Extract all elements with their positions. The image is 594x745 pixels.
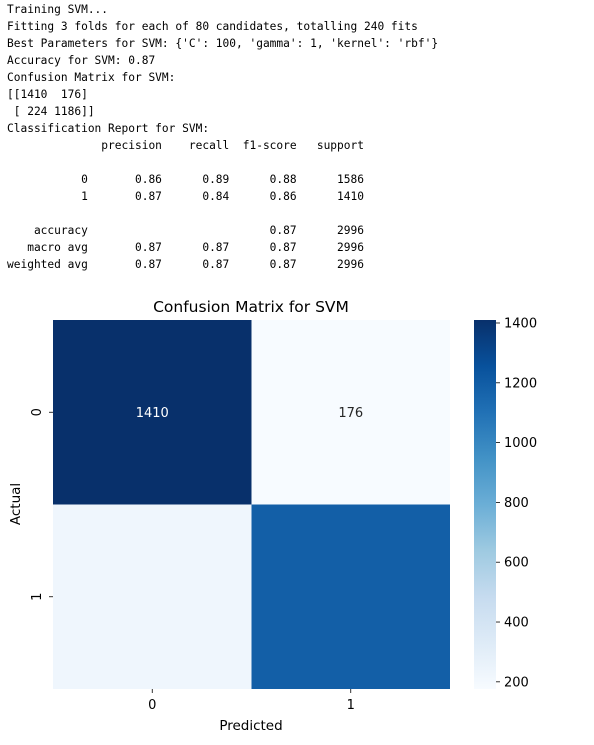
heatmap-cell-0-1 xyxy=(251,320,450,505)
x-tick-label: 0 xyxy=(148,698,156,713)
console-line: 1 0.87 0.84 0.86 1410 xyxy=(7,190,364,203)
console-line: precision recall f1-score support xyxy=(7,139,364,152)
colorbar-tick-label: 200 xyxy=(504,675,529,690)
heatmap-cell-1-0 xyxy=(53,504,252,689)
console-line: accuracy 0.87 2996 xyxy=(7,224,364,237)
console-line: Confusion Matrix for SVM: xyxy=(7,71,176,84)
x-axis-label: Predicted xyxy=(219,718,282,734)
colorbar-tick-label: 400 xyxy=(504,616,529,631)
console-line: Training SVM... xyxy=(7,3,109,16)
heatmap-cell-0-0 xyxy=(53,320,252,505)
colorbar-tick-label: 1200 xyxy=(504,376,537,391)
console-line: [[1410 176] xyxy=(7,88,88,101)
console-line: Best Parameters for SVM: {'C': 100, 'gam… xyxy=(7,37,439,50)
cell-annotation-0-0: 1410 xyxy=(136,406,169,421)
y-tick-label: 0 xyxy=(30,408,45,416)
cell-annotation-0-1: 176 xyxy=(338,406,363,421)
console-line: 0 0.86 0.89 0.88 1586 xyxy=(7,173,364,186)
console-line: Classification Report for SVM: xyxy=(7,122,210,135)
x-tick-label: 1 xyxy=(347,698,355,713)
colorbar xyxy=(474,320,496,689)
console-line: weighted avg 0.87 0.87 0.87 2996 xyxy=(7,258,364,271)
colorbar-tick-label: 600 xyxy=(504,556,529,571)
console-line: [ 224 1186]] xyxy=(7,105,95,118)
console-line: Fitting 3 folds for each of 80 candidate… xyxy=(7,20,418,33)
colorbar-tick-label: 1400 xyxy=(504,316,537,331)
colorbar-tick-label: 800 xyxy=(504,496,529,511)
y-axis-label: Actual xyxy=(8,483,24,525)
heatmap-cell-1-1 xyxy=(251,504,450,689)
console-output: Training SVM... Fitting 3 folds for each … xyxy=(7,1,438,273)
console-line xyxy=(7,205,438,222)
confusion-matrix-heatmap: Confusion Matrix for SVM 1410 176 0 1 0 1 P… xyxy=(8,298,537,734)
chart-title: Confusion Matrix for SVM xyxy=(153,298,349,316)
console-line xyxy=(7,154,438,171)
colorbar-tick-label: 1000 xyxy=(504,436,537,451)
console-line: Accuracy for SVM: 0.87 xyxy=(7,54,156,67)
console-line: macro avg 0.87 0.87 0.87 2996 xyxy=(7,241,364,254)
y-tick-label: 1 xyxy=(30,593,45,601)
